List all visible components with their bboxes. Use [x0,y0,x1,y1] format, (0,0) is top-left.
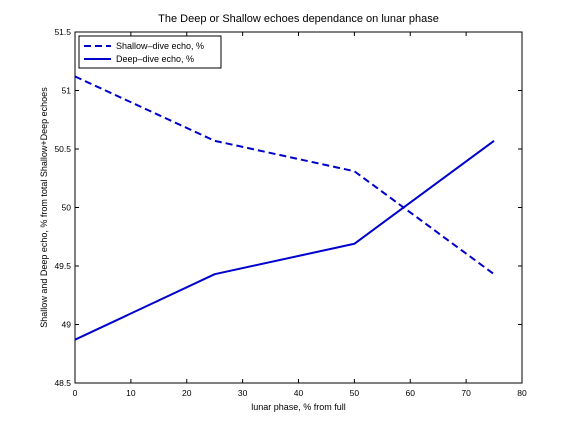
y-tick-label: 49.5 [54,261,71,271]
y-tick-label: 48.5 [54,378,71,388]
y-tick-label: 51 [62,86,72,96]
y-tick-label: 50.5 [54,144,71,154]
x-tick-label: 30 [238,388,248,398]
x-axis: 0 10 20 30 40 50 60 70 80 [73,32,527,398]
legend-label: Deep–dive echo, % [116,54,194,64]
x-axis-label: lunar phase, % from full [251,402,346,412]
y-axis-label: Shallow and Deep echo, % from total Shal… [39,87,49,328]
x-tick-label: 50 [350,388,360,398]
x-tick-label: 70 [461,388,471,398]
legend-box [78,35,222,69]
x-tick-label: 60 [406,388,416,398]
series-line-shallow [74,75,495,275]
y-tick-label: 49 [62,320,72,330]
y-axis: 48.5 49 49.5 50 50.5 51 51.5 [54,27,522,388]
y-tick-label: 50 [62,203,72,213]
chart-title: The Deep or Shallow echoes dependance on… [158,13,439,25]
legend: Shallow–dive echo, % Deep–dive echo, % [78,35,222,69]
series-line-deep [74,140,495,341]
x-tick-label: 10 [126,388,136,398]
y-tick-label: 51.5 [54,27,71,37]
plot-area [74,31,523,384]
series-layer [74,75,495,341]
x-tick-label: 40 [294,388,304,398]
x-tick-label: 0 [73,388,78,398]
x-tick-label: 80 [517,388,527,398]
legend-label: Shallow–dive echo, % [116,41,204,51]
x-tick-label: 20 [182,388,192,398]
